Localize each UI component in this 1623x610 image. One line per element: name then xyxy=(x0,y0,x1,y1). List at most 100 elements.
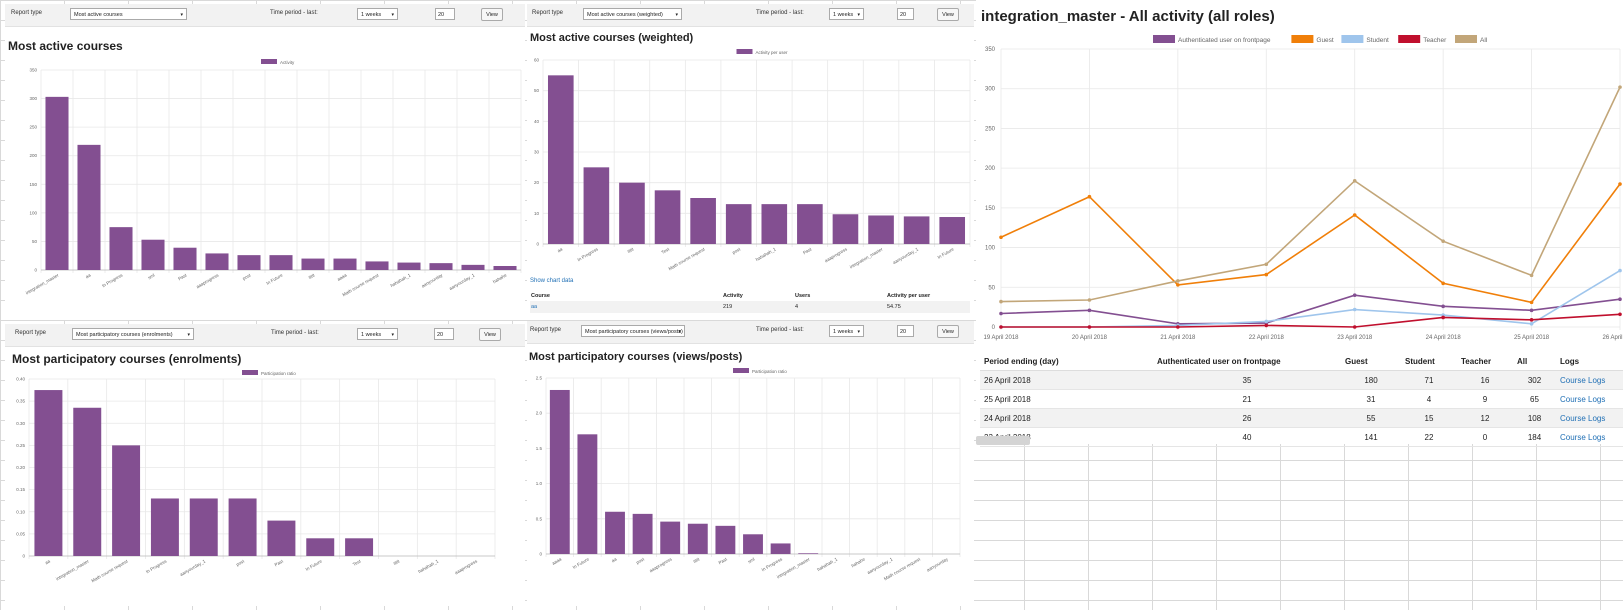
course-logs-link[interactable]: Course Logs xyxy=(1560,413,1606,423)
bar xyxy=(109,227,133,270)
y-tick-label: 0.20 xyxy=(16,465,25,470)
data-point xyxy=(1264,319,1269,324)
data-point xyxy=(1352,307,1357,312)
time-period-select[interactable]: 1 weeks ▾ xyxy=(357,8,398,20)
bar xyxy=(34,390,63,556)
view-button[interactable]: View xyxy=(937,8,959,21)
data-point xyxy=(1618,182,1622,186)
view-button[interactable]: View xyxy=(937,325,959,338)
time-period-value: 1 weeks xyxy=(361,332,382,338)
x-tick-label: In Future xyxy=(305,558,324,572)
bar xyxy=(687,523,708,554)
time-period-select[interactable]: 1 weeks ▾ xyxy=(829,8,864,20)
table-header: Activity per user xyxy=(887,292,931,299)
x-tick-label: Past xyxy=(718,556,729,565)
series-line xyxy=(1000,294,1621,325)
x-tick-label: post xyxy=(235,558,246,567)
bar xyxy=(429,263,453,270)
x-tick-label: aanyourday_1 xyxy=(448,272,476,291)
report-type-value: Most active courses (weighted) xyxy=(587,12,663,18)
time-period-select[interactable]: 1 weeks ▾ xyxy=(357,328,398,340)
data-point xyxy=(1618,297,1622,302)
y-tick-label: 200 xyxy=(29,153,37,158)
y-tick-label: 50 xyxy=(534,88,540,93)
chevron-down-icon: ▾ xyxy=(391,12,394,18)
bar xyxy=(345,538,374,556)
report-type-select[interactable]: Most active courses ▾ xyxy=(70,8,187,20)
x-tick-label: In Future xyxy=(265,272,284,286)
legend-swatch xyxy=(1291,35,1314,43)
number-input[interactable]: 20 xyxy=(897,325,914,337)
y-tick-label: 150 xyxy=(985,206,996,212)
number-input[interactable]: 20 xyxy=(435,8,455,20)
report-type-select[interactable]: Most participatory courses (enrolments) ▾ xyxy=(72,328,194,340)
x-tick-label: In Future xyxy=(937,246,956,260)
table-cell: 219 xyxy=(723,304,733,310)
horizontal-scrollbar[interactable] xyxy=(976,436,1030,445)
y-tick-label: 0.05 xyxy=(16,531,25,536)
course-logs-link[interactable]: Course Logs xyxy=(1560,394,1606,404)
x-tick-label: Test xyxy=(352,558,362,567)
x-tick-label: aanyourday xyxy=(421,272,445,288)
y-tick-label: 2.0 xyxy=(536,411,543,416)
legend-label: Activity xyxy=(280,60,295,65)
report-type-select[interactable]: Most active courses (weighted) ▾ xyxy=(583,8,682,20)
number-input[interactable]: 20 xyxy=(434,328,454,340)
table-cell: 302 xyxy=(1513,370,1556,390)
x-tick-label: Past xyxy=(177,272,188,281)
bar xyxy=(493,266,517,270)
number-input[interactable]: 20 xyxy=(897,8,914,20)
table-cell: 65 xyxy=(1513,389,1556,409)
x-tick-label: integration_master xyxy=(849,246,884,269)
x-tick-label: Math course request xyxy=(341,272,380,297)
table-row: 24 April 2018 26 55 15 12 108 Course Log… xyxy=(980,408,1623,428)
bar xyxy=(761,204,788,244)
report-form: Report type Most participatory courses (… xyxy=(5,324,525,347)
bar xyxy=(237,255,261,270)
report-type-select[interactable]: Most participatory courses (views/posts)… xyxy=(581,325,685,337)
x-tick-label: 24 April 2018 xyxy=(1426,335,1462,341)
course-logs-link[interactable]: Course Logs xyxy=(1560,375,1606,385)
course-link[interactable]: aa xyxy=(531,304,538,310)
table-cell: 9 xyxy=(1457,389,1513,409)
period-cell: 26 April 2018 xyxy=(980,370,1153,390)
time-period-label: Time period - last: xyxy=(756,327,804,333)
x-tick-label: Math course request xyxy=(91,558,130,583)
view-button[interactable]: View xyxy=(479,328,501,341)
data-point xyxy=(1529,273,1534,278)
y-tick-label: 10 xyxy=(534,211,540,216)
bar xyxy=(939,217,966,244)
x-tick-label: 26 April 2018 xyxy=(1602,335,1623,341)
bar-chart-participatory-views: Participation ratio 0 0.5 1.0 1.5 2.0 2.5 aaaa I… xyxy=(536,368,961,581)
x-tick-label: ttttt xyxy=(392,558,401,566)
data-point xyxy=(1176,283,1180,287)
x-tick-label: aaaprogress xyxy=(454,558,479,575)
show-chart-data-link[interactable]: Show chart data xyxy=(530,278,574,284)
bar xyxy=(150,498,179,556)
x-tick-label: 23 April 2018 xyxy=(1337,335,1373,341)
activity-table: Period ending (day) Authenticated user o… xyxy=(980,352,1623,447)
chevron-down-icon: ▾ xyxy=(857,12,860,18)
report-type-label: Report type xyxy=(532,10,564,16)
y-tick-label: 0 xyxy=(536,242,539,247)
x-tick-label: 25 April 2018 xyxy=(1514,335,1550,341)
legend-swatch xyxy=(1341,35,1364,43)
legend-swatch xyxy=(1153,35,1175,43)
view-button[interactable]: View xyxy=(481,8,503,21)
y-tick-label: 50 xyxy=(988,285,995,291)
x-tick-label: In Progress xyxy=(145,558,168,574)
data-point xyxy=(1087,194,1092,199)
data-point xyxy=(1618,85,1622,89)
line-chart-all-activity: Authenticated user on frontpage Guest Stud… xyxy=(983,35,1623,341)
legend-swatch xyxy=(1455,35,1477,43)
bar xyxy=(333,258,357,270)
course-logs-link[interactable]: Course Logs xyxy=(1560,432,1606,442)
bar xyxy=(112,445,141,556)
data-point xyxy=(1264,272,1269,277)
bar-chart-most-active: Activity 0 50 100 150 200 250 300 350 integration… xyxy=(25,59,522,297)
table-cell: 54.75 xyxy=(887,304,901,310)
data-point xyxy=(1352,325,1357,329)
chevron-down-icon: ▾ xyxy=(187,332,190,338)
table-header: Student xyxy=(1401,352,1457,371)
time-period-select[interactable]: 1 weeks ▾ xyxy=(829,325,864,337)
